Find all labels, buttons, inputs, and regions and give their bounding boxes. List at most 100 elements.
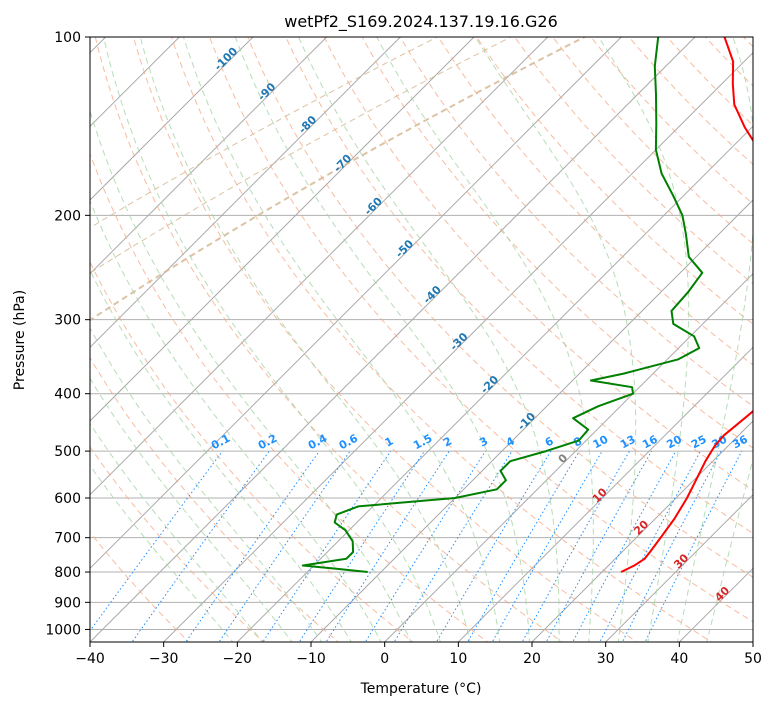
mixing-ratio-line [218, 450, 351, 642]
isotherm-line [605, 493, 753, 642]
y-tick-label: 400 [54, 387, 81, 403]
isotherm-line [90, 37, 401, 349]
x-tick-label: −30 [149, 651, 179, 667]
isotherm-line [90, 37, 622, 570]
mixing-ratio-line [262, 450, 392, 642]
sounding-series [301, 37, 753, 573]
moist-adiabat [598, 37, 690, 642]
moist-adiabat [90, 464, 234, 642]
dewpoint-line [301, 37, 704, 573]
moist-adiabat [103, 37, 441, 642]
moist-adiabat-lines [90, 37, 753, 642]
y-axis-ticks: 100 200 300 400 500 600 700 800 900 1000 [45, 30, 90, 638]
isotherm-line [457, 346, 753, 642]
y-tick-label: 200 [54, 208, 81, 224]
isotherm-label: -90 [255, 80, 278, 103]
mixing-ratio-line [298, 450, 425, 642]
y-axis-label: Pressure (hPa) [12, 290, 28, 390]
mixing-ratio-lines [90, 450, 743, 642]
isotherm-label: -80 [296, 113, 319, 136]
isotherm-line [678, 567, 753, 642]
isotherm-line [90, 37, 475, 422]
mixing-ratio-label: 25 [689, 433, 709, 452]
isotherm-line [90, 37, 328, 275]
y-tick-label: 600 [54, 491, 81, 507]
mixing-ratio-line [435, 450, 552, 642]
moist-adiabat [90, 269, 352, 642]
mixing-ratio-label: 2 [441, 434, 454, 449]
chart-title: wetPf2_S169.2024.137.19.16.G26 [284, 12, 558, 32]
moist-adiabat [298, 37, 560, 642]
y-tick-label: 500 [54, 444, 81, 460]
dry-adiabat [437, 37, 753, 366]
x-tick-label: 40 [670, 651, 688, 667]
temperature-line [620, 37, 753, 573]
y-tick-label: 800 [54, 565, 81, 581]
isotherm-label: 20 [631, 517, 651, 537]
isotherm-line [90, 37, 549, 496]
mixing-ratio-label: 13 [618, 433, 638, 452]
mixing-ratio-line [621, 450, 722, 642]
mixing-ratio-line [644, 450, 743, 642]
dry-adiabat [323, 37, 753, 491]
mixing-ratio-line [364, 450, 486, 642]
moist-adiabat [90, 109, 412, 642]
dry-adiabat-lines [90, 37, 753, 642]
x-tick-label: 50 [744, 651, 762, 667]
isotherm-lines [90, 37, 753, 642]
mixing-ratio-label: 16 [640, 433, 660, 452]
mixing-ratio-line [599, 450, 701, 642]
mixing-ratio-line [325, 450, 450, 642]
mixing-ratio-label: 36 [730, 433, 750, 452]
mixing-ratio-label: 0.4 [306, 432, 330, 453]
moist-adiabat [90, 199, 382, 642]
x-axis-label: Temperature (°C) [360, 681, 482, 697]
moist-adiabat [376, 37, 594, 642]
dry-adiabat [514, 37, 753, 285]
pressure-gridlines [90, 37, 753, 630]
dry-adiabat [90, 152, 489, 642]
mixing-ratio-label: 0.1 [209, 432, 232, 453]
isotherm-line [236, 125, 753, 642]
moist-adiabat [90, 377, 293, 642]
mixing-ratio-line [185, 450, 320, 642]
x-tick-label: 10 [449, 651, 467, 667]
mixing-ratio-line [90, 450, 223, 632]
x-tick-label: 20 [523, 651, 541, 667]
mixing-ratio-line [393, 450, 513, 642]
isotherm-line [90, 37, 254, 201]
dry-adiabat [666, 37, 753, 126]
moist-adiabat [676, 37, 753, 642]
x-tick-label: 30 [597, 651, 615, 667]
moist-adiabat [183, 37, 501, 642]
isotherm-label: -50 [393, 237, 416, 260]
isotherm-line [163, 51, 753, 642]
isotherm-label: -20 [478, 373, 501, 396]
dry-adiabat [170, 37, 713, 642]
mixing-ratio-label: 20 [664, 433, 684, 452]
mixing-ratio-line [572, 450, 677, 642]
dry-adiabat [209, 37, 753, 623]
x-tick-label: −10 [296, 651, 326, 667]
isotherm-label: 40 [712, 584, 732, 604]
isotherm-line [384, 272, 753, 642]
mixing-ratio-label: 3 [477, 434, 490, 449]
mixing-ratio-line [466, 450, 580, 642]
isotherm-line [310, 199, 753, 642]
dry-adiabat [132, 37, 638, 642]
dry-adiabat [90, 446, 265, 642]
y-tick-label: 700 [54, 531, 81, 547]
isotherm-line [90, 37, 696, 642]
mixing-ratio-label: 6 [543, 434, 556, 449]
plot-area: -100-90-80-70-60-50-40-30-20-10010203040… [90, 37, 753, 642]
dry-adiabat [361, 37, 753, 449]
dry-adiabat [90, 531, 190, 642]
mixing-ratio-label: 1 [383, 434, 396, 449]
y-tick-label: 1000 [45, 622, 81, 638]
dry-adiabat [704, 37, 753, 87]
y-tick-label: 300 [54, 313, 81, 329]
isotherm-line [531, 420, 753, 642]
mixing-ratio-label: 1.5 [411, 432, 434, 453]
x-axis-ticks: −40 −30 −20 −10 0 10 20 30 40 50 [75, 642, 762, 667]
